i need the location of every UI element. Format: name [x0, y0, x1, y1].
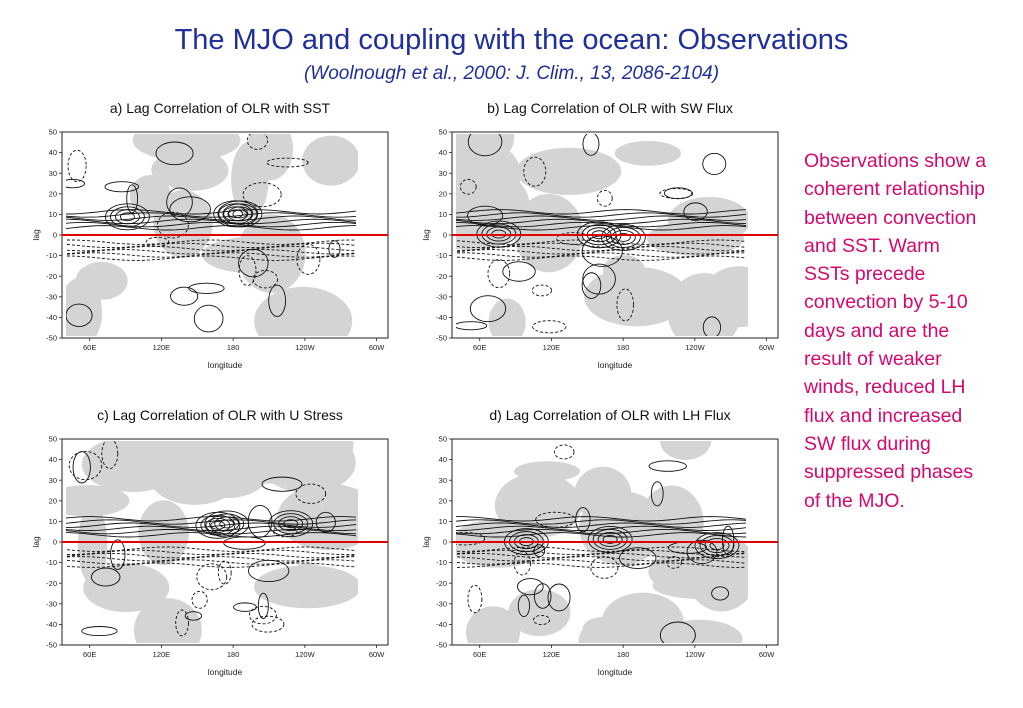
panel-d-ytick-label: 0 — [443, 538, 447, 547]
panel-d-ytick-label: 40 — [439, 455, 447, 464]
panel-c-ytick-label: 40 — [49, 455, 57, 464]
panel-d-ylabel: lag — [421, 536, 431, 548]
panel-b-ytick-label: 20 — [439, 189, 447, 198]
panel-c-ytick-label: 20 — [49, 496, 57, 505]
panel-a-contour-field — [66, 134, 358, 336]
panel-d-ytick-label: 30 — [439, 476, 447, 485]
panel-a-title: a) Lag Correlation of OLR with SST — [109, 100, 331, 116]
panel-b-ytick-label: 10 — [439, 210, 447, 219]
panel-d-contour-field — [456, 441, 748, 643]
panel-b-ytick-label: -10 — [436, 251, 447, 260]
panel-c-ylabel: lag — [31, 536, 41, 548]
panel-b-ytick-label: 50 — [439, 128, 447, 137]
panel-c-ytick-label: 30 — [49, 476, 57, 485]
panel-b-xtick-label: 120W — [685, 343, 706, 352]
panel-c-contour-field — [66, 441, 358, 643]
panel-a-xtick-label: 60W — [369, 343, 385, 352]
panel-d-ytick-label: -40 — [436, 620, 447, 629]
panel-a-ytick-label: -30 — [46, 292, 57, 301]
panel-b-ytick-label: -20 — [436, 272, 447, 281]
panel-a-ytick-label: -10 — [46, 251, 57, 260]
panel-c-xtick-label: 120W — [295, 650, 316, 659]
panel-b-contour-field — [456, 134, 748, 336]
panel-c: c) Lag Correlation of OLR with U Stress … — [30, 405, 410, 695]
panel-d-xtick-label: 60E — [473, 650, 486, 659]
panel-c-ytick-label: -10 — [46, 558, 57, 567]
panel-d-ytick-label: -50 — [436, 641, 447, 650]
panel-b-xlabel: longitude — [598, 360, 633, 370]
panel-d-ytick-label: 50 — [439, 435, 447, 444]
panel-b-xtick-label: 180 — [617, 343, 630, 352]
slide-subtitle: (Woolnough et al., 2000: J. Clim., 13, 2… — [303, 63, 720, 84]
panel-b-ytick-label: -40 — [436, 313, 447, 322]
panel-c-ytick-label: 10 — [49, 517, 57, 526]
panel-a-ytick-label: 30 — [49, 169, 57, 178]
panel-b-ytick-label: -30 — [436, 292, 447, 301]
panel-c-xtick-label: 120E — [153, 650, 171, 659]
panel-c-xtick-label: 60W — [369, 650, 385, 659]
panel-b-ytick-label: -50 — [436, 334, 447, 343]
panel-a-ytick-label: 0 — [53, 231, 57, 240]
panel-a-ytick-label: -40 — [46, 313, 57, 322]
slide-title: The MJO and coupling with the ocean: Obs… — [174, 24, 849, 56]
panel-c-ytick-label: -40 — [46, 620, 57, 629]
panel-a-ytick-label: 20 — [49, 189, 57, 198]
panel-b: b) Lag Correlation of OLR with SW Flux 5… — [420, 98, 800, 388]
panel-b-xtick-label: 120E — [543, 343, 561, 352]
panel-b-xtick-label: 60E — [473, 343, 486, 352]
panel-b-ytick-label: 30 — [439, 169, 447, 178]
panel-c-plot: 50 40 30 20 10 0 -10 -20 -30 -40 -50 60E 120E 180 120W… — [31, 435, 389, 677]
panel-c-ytick-label: 0 — [53, 538, 57, 547]
panel-a-xtick-label: 180 — [227, 343, 240, 352]
panel-b-ylabel: lag — [421, 229, 431, 241]
panel-d-xlabel: longitude — [598, 667, 633, 677]
panel-c-xtick-label: 180 — [227, 650, 240, 659]
observation-note: Observations show a coherent relationshi… — [804, 150, 987, 512]
panel-a-xtick-label: 60E — [83, 343, 96, 352]
panel-d-ytick-label: 10 — [439, 517, 447, 526]
panel-d: d) Lag Correlation of OLR with LH Flux 5… — [420, 405, 800, 695]
panel-c-ytick-label: 50 — [49, 435, 57, 444]
panel-a-ytick-label: -20 — [46, 272, 57, 281]
panel-d-xtick-label: 180 — [617, 650, 630, 659]
panel-c-ytick-label: -20 — [46, 579, 57, 588]
panel-b-ytick-label: 0 — [443, 231, 447, 240]
panel-a-xtick-label: 120E — [153, 343, 171, 352]
panel-a-ylabel: lag — [31, 229, 41, 241]
panel-c-title: c) Lag Correlation of OLR with U Stress — [97, 407, 343, 423]
panel-c-ytick-label: -50 — [46, 641, 57, 650]
panel-d-xtick-label: 60W — [759, 650, 775, 659]
panel-c-xlabel: longitude — [208, 667, 243, 677]
panel-d-title: d) Lag Correlation of OLR with LH Flux — [489, 407, 731, 423]
panel-a: a) Lag Correlation of OLR with SST 50 40 3… — [30, 98, 410, 388]
panel-a-ytick-label: 50 — [49, 128, 57, 137]
panel-b-ytick-label: 40 — [439, 148, 447, 157]
panel-d-xtick-label: 120W — [685, 650, 706, 659]
panel-a-plot: 50 40 30 20 10 0 -10 -20 -30 -40 -50 60E 120E 180 120W… — [31, 128, 389, 370]
panel-d-plot: 50 40 30 20 10 0 -10 -20 -30 -40 -50 60E 120E 180 120W… — [421, 435, 779, 677]
panel-b-xtick-label: 60W — [759, 343, 775, 352]
panel-a-ytick-label: 10 — [49, 210, 57, 219]
panel-c-xtick-label: 60E — [83, 650, 96, 659]
panel-d-xtick-label: 120E — [543, 650, 561, 659]
panel-c-ytick-label: -30 — [46, 599, 57, 608]
panel-d-ytick-label: 20 — [439, 496, 447, 505]
panel-d-ytick-label: -30 — [436, 599, 447, 608]
panel-a-ytick-label: 40 — [49, 148, 57, 157]
panel-a-xtick-label: 120W — [295, 343, 316, 352]
panel-b-plot: 50 40 30 20 10 0 -10 -20 -30 -40 -50 60E 120E 180 120W… — [421, 128, 779, 370]
panel-a-ytick-label: -50 — [46, 334, 57, 343]
panel-b-title: b) Lag Correlation of OLR with SW Flux — [487, 100, 733, 116]
panel-d-ytick-label: -20 — [436, 579, 447, 588]
panel-d-ytick-label: -10 — [436, 558, 447, 567]
panel-a-xlabel: longitude — [208, 360, 243, 370]
